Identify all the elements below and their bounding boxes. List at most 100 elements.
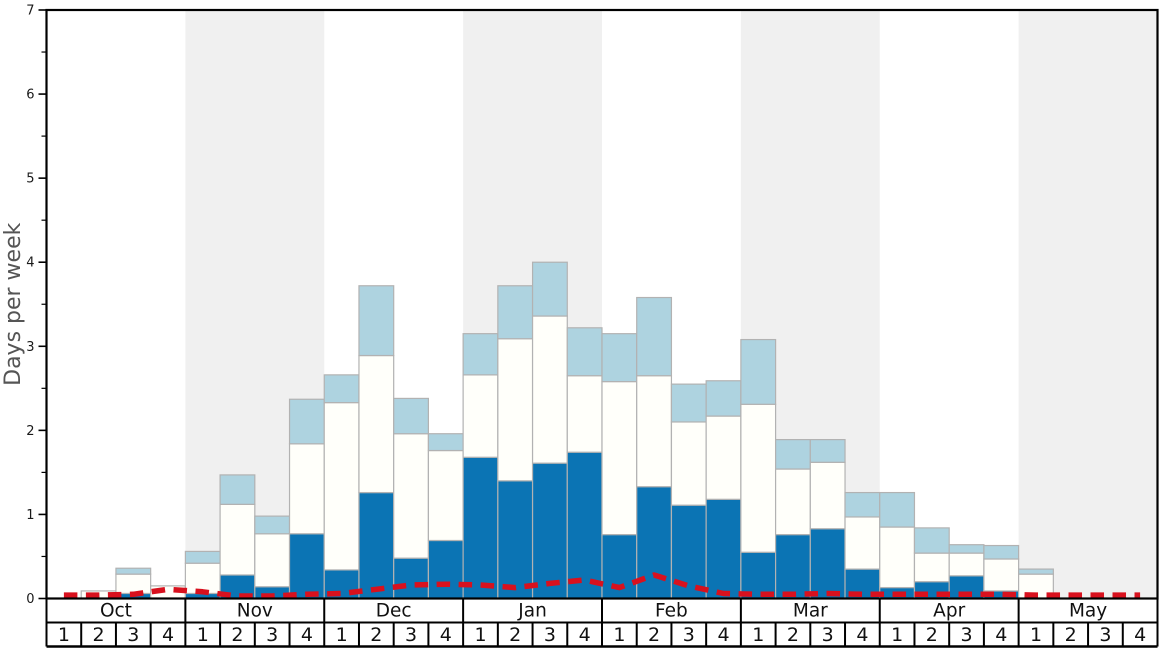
segment-light-blue (566, 327, 603, 377)
segment-light-blue (844, 491, 881, 518)
segment-light-blue (774, 439, 811, 470)
segment-white (740, 403, 777, 553)
segment-light-blue (115, 567, 152, 575)
week-number-label: 1 (752, 624, 764, 646)
segment-dark-blue (358, 491, 395, 600)
segment-white (601, 380, 638, 536)
week-number-label: 3 (266, 624, 278, 646)
segment-white (844, 516, 881, 570)
bar-feb-w4 (705, 380, 742, 600)
bar-apr-w2 (913, 527, 950, 600)
bar-dec-w1 (323, 374, 360, 600)
bar-jan-w2 (497, 285, 534, 600)
segment-light-blue (601, 333, 638, 383)
bar-jan-w4 (566, 327, 603, 600)
week-number-label: 1 (197, 624, 209, 646)
y-tick-label: 6 (26, 88, 34, 103)
month-label-mar: Mar (793, 601, 828, 622)
y-axis-label: Days per week (1, 222, 26, 385)
segment-light-blue (1018, 568, 1054, 575)
week-number-label: 3 (405, 624, 417, 646)
month-label-apr: Apr (933, 601, 965, 622)
stacked-bars (80, 261, 1054, 600)
bar-dec-w3 (393, 397, 430, 600)
segment-light-blue (184, 550, 221, 564)
week-number-label: 2 (509, 624, 521, 646)
segment-dark-blue (462, 456, 499, 600)
segment-light-blue (636, 296, 673, 377)
y-tick-label: 7 (26, 4, 34, 19)
segment-light-blue (913, 527, 950, 554)
segment-white (115, 573, 152, 595)
week-number-label: 4 (162, 624, 174, 646)
segment-light-blue (740, 338, 777, 405)
bar-jan-w3 (531, 261, 568, 600)
segment-white (497, 338, 534, 482)
segment-white (774, 468, 811, 536)
segment-white (948, 552, 985, 577)
month-label-row: Oct Nov Dec Jan Feb Mar Apr May (45, 598, 1159, 624)
week-number-label: 2 (231, 624, 243, 646)
month-label-oct: Oct (100, 601, 132, 622)
week-number-label: 1 (613, 624, 625, 646)
bar-nov-w4 (288, 398, 325, 600)
bar-feb-w3 (670, 383, 707, 600)
week-number-label: 1 (58, 624, 70, 646)
y-tick-label: 4 (26, 256, 34, 271)
bar-apr-w3 (948, 544, 985, 600)
segment-white (219, 503, 256, 576)
week-number-label: 3 (544, 624, 556, 646)
bar-nov-w3 (254, 515, 291, 600)
week-number-label: 4 (579, 624, 591, 646)
bar-may-w1 (1018, 568, 1054, 600)
segment-dark-blue (774, 534, 811, 600)
week-number-label: 3 (127, 624, 139, 646)
bar-dec-w4 (427, 433, 464, 600)
segment-white (809, 461, 846, 530)
segment-white (184, 562, 221, 595)
month-label-feb: Feb (655, 601, 688, 622)
bar-mar-w4 (844, 491, 881, 600)
segment-white (427, 449, 464, 542)
red-dashed-line (63, 572, 1141, 599)
month-label-jan: Jan (517, 601, 547, 622)
segment-dark-blue (705, 498, 742, 600)
segment-light-blue (948, 544, 985, 554)
segment-light-blue (983, 544, 1020, 560)
bar-apr-w1 (879, 491, 916, 600)
segment-white (393, 433, 430, 559)
week-number-label: 4 (301, 624, 313, 646)
segment-white (462, 374, 499, 458)
segment-light-blue (462, 333, 499, 376)
segment-white (288, 443, 325, 535)
week-number-label: 2 (787, 624, 799, 646)
week-number-label: 4 (856, 624, 868, 646)
segment-white (913, 552, 950, 583)
week-number-label: 2 (93, 624, 105, 646)
bar-apr-w4 (983, 544, 1020, 600)
segment-white (323, 402, 360, 571)
week-number-label: 4 (1134, 624, 1146, 646)
week-number-label: 1 (336, 624, 348, 646)
y-tick-label: 1 (26, 508, 34, 523)
segment-white (670, 421, 707, 506)
segment-white (358, 354, 395, 494)
month-label-may: May (1069, 601, 1107, 622)
segment-light-blue (705, 380, 742, 417)
week-number-label: 2 (926, 624, 938, 646)
segment-white (705, 415, 742, 500)
segment-white (531, 315, 568, 464)
segment-white (566, 375, 603, 453)
y-tick-label: 5 (26, 172, 34, 187)
segment-white (879, 526, 916, 589)
segment-light-blue (531, 261, 568, 317)
y-tick-label: 2 (26, 424, 34, 439)
segment-dark-blue (393, 557, 430, 600)
week-number-label: 4 (995, 624, 1007, 646)
segment-light-blue (497, 285, 534, 340)
segment-light-blue (219, 474, 256, 505)
segment-white (254, 533, 291, 588)
week-number-label: 4 (717, 624, 729, 646)
